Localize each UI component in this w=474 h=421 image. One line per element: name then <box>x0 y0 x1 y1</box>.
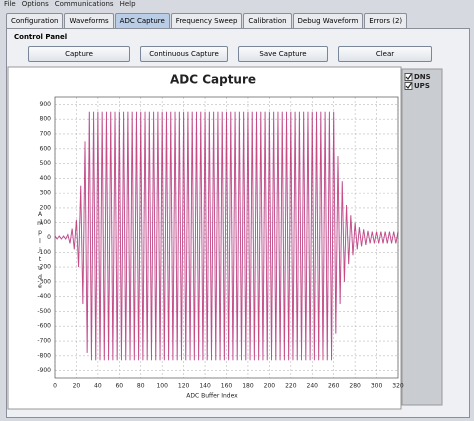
y-tick-label: -500 <box>37 308 51 315</box>
x-tick-label: 0 <box>53 383 57 390</box>
button[interactable]: Clear <box>338 46 432 62</box>
legend-checkbox[interactable] <box>404 82 413 90</box>
y-tick-label: 800 <box>40 116 52 123</box>
tab[interactable]: Debug Waveform <box>292 13 364 28</box>
chart-title: ADC Capture <box>170 73 256 87</box>
y-tick-label: -800 <box>37 352 51 359</box>
y-tick-label: -200 <box>37 264 51 271</box>
x-tick-label: 80 <box>137 383 145 390</box>
menu-bar: File Options Communications Help <box>4 0 136 8</box>
menu-item[interactable]: Help <box>119 0 136 8</box>
x-tick-label: 40 <box>94 383 102 390</box>
tab[interactable]: Frequency Sweep <box>170 13 243 28</box>
legend-label: DNS <box>414 73 431 81</box>
y-tick-label: -300 <box>37 278 51 285</box>
series-line <box>54 111 399 361</box>
y-tick-label: 0 <box>47 234 51 241</box>
button[interactable]: Continuous Capture <box>140 46 228 62</box>
button[interactable]: Capture <box>28 46 130 62</box>
x-tick-label: 240 <box>307 383 319 390</box>
tab-bar: Configuration Waveforms ADC Capture Frequen… <box>6 13 408 28</box>
legend-panel <box>401 68 443 406</box>
tab[interactable]: Calibration <box>243 13 292 28</box>
tab[interactable]: Waveforms <box>64 13 114 28</box>
y-tick-label: 200 <box>40 204 52 211</box>
y-tick-label: -600 <box>37 323 51 330</box>
y-tick-label: 400 <box>40 175 52 182</box>
x-tick-label: 260 <box>328 383 340 390</box>
y-tick-label: 900 <box>40 101 52 108</box>
y-tick-label: 300 <box>40 190 52 197</box>
tab[interactable]: Errors (2) <box>364 13 408 28</box>
y-tick-label: 500 <box>40 160 52 167</box>
x-tick-label: 320 <box>392 383 404 390</box>
x-tick-label: 60 <box>115 383 123 390</box>
legend-label: UPS <box>414 82 430 90</box>
legend-checkbox[interactable] <box>404 73 413 81</box>
x-tick-label: 220 <box>285 383 297 390</box>
y-tick-label: -400 <box>37 293 51 300</box>
x-tick-label: 120 <box>178 383 190 390</box>
plot-area <box>54 96 399 379</box>
y-tick-label: -700 <box>37 338 51 345</box>
button[interactable]: Save Capture <box>238 46 328 62</box>
x-tick-label: 200 <box>264 383 276 390</box>
x-tick-label: 160 <box>221 383 233 390</box>
x-tick-label: 140 <box>199 383 211 390</box>
y-tick-label: 600 <box>40 145 52 152</box>
tab[interactable]: Configuration <box>6 13 64 28</box>
x-tick-label: 180 <box>242 383 254 390</box>
plot-panel <box>7 66 402 410</box>
y-tick-label: -900 <box>37 367 51 374</box>
menu-item[interactable]: Options <box>21 0 49 8</box>
check-mark <box>405 82 412 89</box>
x-axis-label: ADC Buffer Index <box>186 393 238 400</box>
x-tick-label: 300 <box>371 383 383 390</box>
tab[interactable]: ADC Capture <box>114 13 170 28</box>
check-mark <box>405 73 412 80</box>
x-tick-label: 20 <box>73 383 81 390</box>
y-tick-label: 100 <box>40 219 52 226</box>
x-tick-label: 100 <box>156 383 168 390</box>
menu-item[interactable]: File <box>4 0 16 8</box>
x-tick-label: 280 <box>349 383 361 390</box>
menu-item[interactable]: Communications <box>54 0 114 8</box>
y-tick-label: 700 <box>40 130 52 137</box>
y-tick-label: -100 <box>37 249 51 256</box>
panel-title: Control Panel <box>14 33 68 41</box>
